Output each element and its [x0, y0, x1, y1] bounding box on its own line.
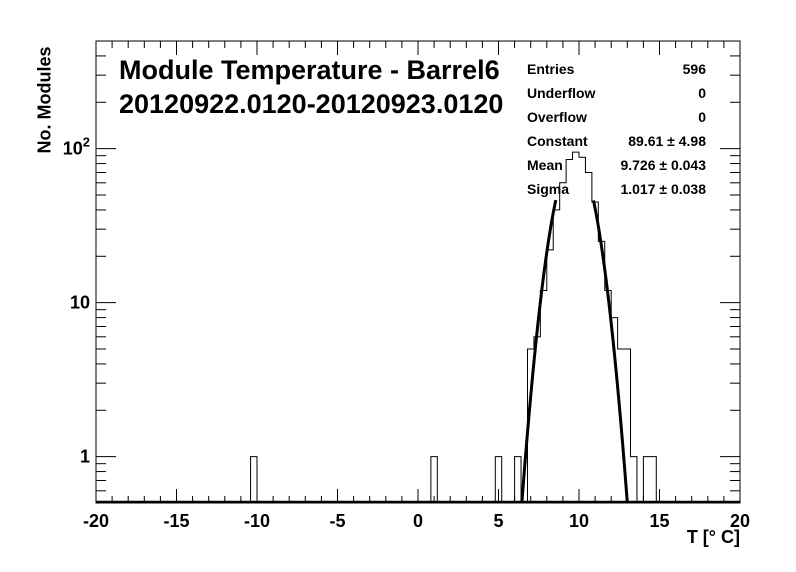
histogram-bin [573, 152, 579, 503]
histogram-bin [631, 457, 637, 503]
histogram-bin [579, 157, 585, 503]
histogram-bin [566, 160, 572, 503]
gaussian-fit-curve [520, 199, 629, 503]
x-tick-label: 20 [730, 511, 750, 531]
x-tick-label: 10 [569, 511, 589, 531]
stat-label-entries: Entries [527, 61, 575, 77]
histogram-bin [251, 457, 257, 503]
x-tick-label: -15 [163, 511, 189, 531]
y-tick-label: 102 [63, 135, 90, 159]
x-tick-label: 5 [493, 511, 503, 531]
stat-value-sigma: 1.017 ± 0.038 [620, 181, 706, 197]
stat-value-underflow: 0 [698, 85, 706, 101]
histogram-outline [250, 151, 657, 503]
histogram-bin [540, 290, 546, 503]
x-axis-label: T [° C] [686, 527, 740, 547]
stat-value-entries: 596 [682, 61, 706, 77]
histogram-bin [585, 172, 591, 503]
stat-value-overflow: 0 [698, 109, 706, 125]
stat-label-underflow: Underflow [527, 85, 596, 101]
x-tick-label: -10 [244, 511, 270, 531]
y-tick-label: 10 [70, 293, 90, 313]
histogram-bin [598, 241, 604, 503]
x-tick-label: 15 [649, 511, 669, 531]
stat-value-mean: 9.726 ± 0.043 [620, 157, 706, 173]
histogram-bin [547, 250, 553, 503]
histogram-bin [560, 183, 566, 503]
stat-label-sigma: Sigma [527, 181, 570, 197]
y-tick-label: 1 [80, 447, 90, 467]
histogram-bin [592, 202, 598, 503]
chart-title: Module Temperature - Barrel6 [119, 55, 500, 85]
stat-label-constant: Constant [527, 133, 588, 149]
histogram-bin [515, 457, 521, 503]
chart-subtitle: 20120922.0120-20120923.0120 [119, 89, 504, 119]
plot-layer: -20 -15 -10 -5 0 5 10 15 20 1 10 102 [63, 40, 750, 531]
x-tick-label: -20 [83, 511, 109, 531]
stat-label-overflow: Overflow [527, 109, 587, 125]
stat-value-constant: 89.61 ± 4.98 [628, 133, 706, 149]
histogram-bin [553, 210, 559, 503]
histogram-bin [643, 457, 649, 503]
histogram-bin [650, 457, 656, 503]
y-axis-label: No. Modules [34, 46, 55, 154]
x-tick-label: 0 [413, 511, 423, 531]
stat-label-mean: Mean [527, 157, 563, 173]
x-tick-label: -5 [329, 511, 345, 531]
